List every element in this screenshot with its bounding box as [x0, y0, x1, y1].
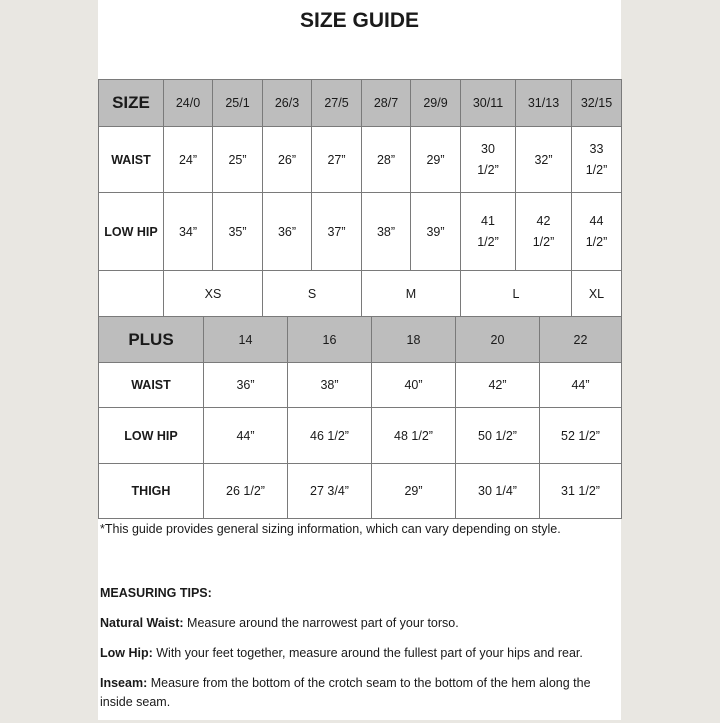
header-label: PLUS	[98, 316, 204, 363]
letter-size: XL	[571, 270, 622, 317]
measurement-cell: 36”	[262, 192, 312, 271]
size-header: 18	[371, 316, 456, 363]
measurement-cell: 27”	[311, 126, 362, 193]
measurement-cell: 37”	[311, 192, 362, 271]
measurement-cell: 25”	[212, 126, 263, 193]
measurement-cell: 29”	[410, 126, 461, 193]
letter-size: L	[460, 270, 572, 317]
size-header: 20	[455, 316, 540, 363]
tip-item: Natural Waist: Measure around the narrow…	[100, 616, 459, 630]
measurement-cell: 30 1/4”	[455, 463, 540, 519]
size-guide-page: SIZE GUIDE SIZE 24/0 25/1 26/3 27/5 28/7 29/9 3…	[98, 0, 622, 723]
size-header: 30/11	[460, 79, 516, 127]
tip-item: Low Hip: With your feet together, measur…	[100, 646, 583, 660]
size-header: 29/9	[410, 79, 461, 127]
empty-cell	[98, 270, 164, 317]
measurement-cell: 52 1/2”	[539, 407, 622, 464]
table-row: WAIST 24” 25” 26” 27” 28” 29” 30 1/2” 32” 33 1/2”	[98, 126, 622, 193]
table-row: WAIST 36” 38” 40” 42” 44”	[98, 362, 622, 408]
measurement-cell: 50 1/2”	[455, 407, 540, 464]
measurement-cell: 38”	[361, 192, 411, 271]
measurement-cell: 28”	[361, 126, 411, 193]
table-row: THIGH 26 1/2” 27 3/4” 29” 30 1/4” 31 1/2”	[98, 463, 622, 519]
size-header: 31/13	[515, 79, 572, 127]
size-header: 22	[539, 316, 622, 363]
measurement-cell: 44”	[539, 362, 622, 408]
table-row: LOW HIP 44” 46 1/2” 48 1/2” 50 1/2” 52 1/2”	[98, 407, 622, 464]
measurement-cell: 39”	[410, 192, 461, 271]
tips-heading: MEASURING TIPS:	[100, 586, 212, 600]
letter-size: XS	[163, 270, 263, 317]
size-header: 25/1	[212, 79, 263, 127]
row-label: LOW HIP	[98, 192, 164, 271]
letter-size-row: XS S M L XL	[98, 270, 622, 317]
measurement-cell: 44 1/2”	[571, 192, 622, 271]
measurement-cell: 40”	[371, 362, 456, 408]
header-label: SIZE	[98, 79, 164, 127]
row-label: LOW HIP	[98, 407, 204, 464]
size-header: 28/7	[361, 79, 411, 127]
letter-size: M	[361, 270, 461, 317]
row-label: WAIST	[98, 362, 204, 408]
size-header: 16	[287, 316, 372, 363]
measuring-tips: MEASURING TIPS: Natural Waist: Measure a…	[100, 584, 620, 723]
measurement-cell: 31 1/2”	[539, 463, 622, 519]
measurement-cell: 38”	[287, 362, 372, 408]
table-row: LOW HIP 34” 35” 36” 37” 38” 39” 41 1/2” 42 1/2” 44 1…	[98, 192, 622, 271]
size-header: 26/3	[262, 79, 312, 127]
measurement-cell: 34”	[163, 192, 213, 271]
page-title: SIZE GUIDE	[299, 9, 420, 32]
measurement-cell: 32”	[515, 126, 572, 193]
measurement-cell: 33 1/2”	[571, 126, 622, 193]
measurement-cell: 42”	[455, 362, 540, 408]
measurement-cell: 42 1/2”	[515, 192, 572, 271]
measurement-cell: 48 1/2”	[371, 407, 456, 464]
size-header: 27/5	[311, 79, 362, 127]
measurement-cell: 44”	[203, 407, 288, 464]
header-row: PLUS 14 16 18 20 22	[98, 316, 622, 363]
measurement-cell: 35”	[212, 192, 263, 271]
size-header: 14	[203, 316, 288, 363]
measurement-cell: 41 1/2”	[460, 192, 516, 271]
row-label: THIGH	[98, 463, 204, 519]
measurement-cell: 36”	[203, 362, 288, 408]
measurement-cell: 30 1/2”	[460, 126, 516, 193]
plus-size-table: PLUS 14 16 18 20 22 WAIST 36” 38” 40” 42” 44” LOW HI…	[98, 316, 622, 519]
measurement-cell: 27 3/4”	[287, 463, 372, 519]
measurement-cell: 26”	[262, 126, 312, 193]
letter-size: S	[262, 270, 362, 317]
measurement-cell: 24”	[163, 126, 213, 193]
tip-item: Inseam: Measure from the bottom of the c…	[100, 676, 591, 709]
header-row: SIZE 24/0 25/1 26/3 27/5 28/7 29/9 30/11 31/13 32…	[98, 79, 622, 127]
sizing-note: *This guide provides general sizing info…	[100, 522, 561, 536]
size-header: 32/15	[571, 79, 622, 127]
size-header: 24/0	[163, 79, 213, 127]
size-table: SIZE 24/0 25/1 26/3 27/5 28/7 29/9 30/11 31/13 32…	[98, 79, 622, 317]
measurement-cell: 46 1/2”	[287, 407, 372, 464]
row-label: WAIST	[98, 126, 164, 193]
measurement-cell: 26 1/2”	[203, 463, 288, 519]
measurement-cell: 29”	[371, 463, 456, 519]
